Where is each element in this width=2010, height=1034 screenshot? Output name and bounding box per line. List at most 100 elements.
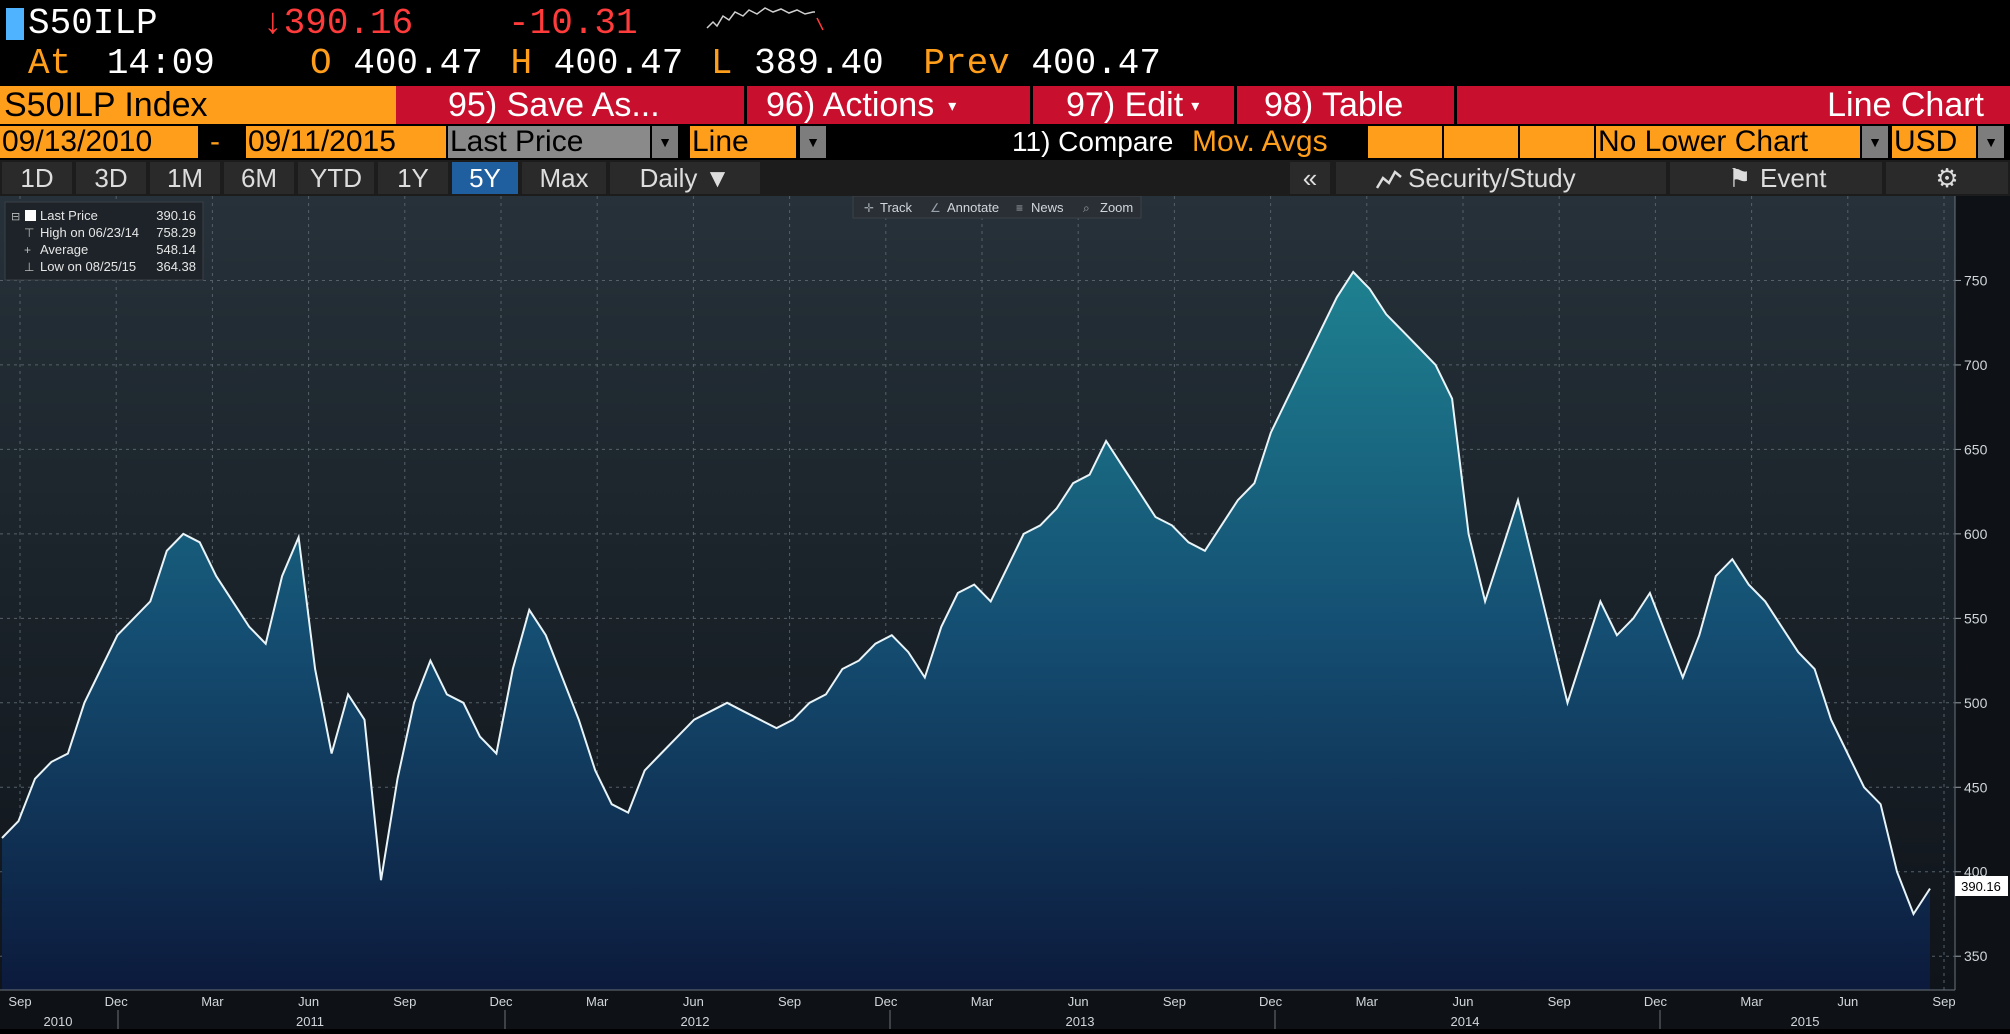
save-as-button[interactable]: 95) Save As... xyxy=(448,86,738,124)
compare-label: 11) Compare xyxy=(1012,126,1174,157)
divider xyxy=(744,86,747,124)
open-value: 400.47 xyxy=(353,43,483,84)
x-month-label: Dec xyxy=(874,994,898,1009)
quote-header: S50ILP ↓390.16 -10.31 At 14:09 O 400.47 … xyxy=(0,0,2010,86)
index-name[interactable]: S50ILP Index xyxy=(0,86,396,124)
range-max-button[interactable]: Max xyxy=(522,162,606,194)
x-month-label: Sep xyxy=(1932,994,1955,1009)
security-study-button[interactable]: Security/Study xyxy=(1336,162,1666,194)
high-marker-icon: ⊤ xyxy=(24,226,34,240)
field-select[interactable]: Last Price xyxy=(448,126,650,158)
save-as-label: 95) Save As... xyxy=(448,86,660,124)
x-month-label: Jun xyxy=(1068,994,1089,1009)
compare-button[interactable]: 11) Compare xyxy=(1012,126,1173,158)
currency-value: USD xyxy=(1894,126,1958,158)
last-value-tag: 390.16 xyxy=(1955,876,2008,896)
x-year-label: 2015 xyxy=(1791,1014,1820,1029)
mov-avg-input-2[interactable] xyxy=(1444,126,1518,158)
collapse-button[interactable]: « xyxy=(1290,162,1330,194)
legend-toggle-icon[interactable]: ⊟ xyxy=(11,211,20,223)
chart-style-select[interactable]: Line xyxy=(690,126,796,158)
x-month-label: Dec xyxy=(105,994,129,1009)
chart-settings-bar: 09/13/2010 - 09/11/2015 Last Price ▼ Lin… xyxy=(0,124,2010,160)
mov-avg-input-3[interactable] xyxy=(1520,126,1594,158)
prev-label: Prev xyxy=(923,43,1010,84)
y-tick-label: 400 xyxy=(1964,864,1988,880)
y-tick-label: 550 xyxy=(1964,610,1988,626)
chevron-down-icon: ▾ xyxy=(948,98,957,116)
frequency-select[interactable]: Daily ▼ xyxy=(610,162,760,194)
y-tick-label: 600 xyxy=(1964,526,1988,542)
chevron-down-icon[interactable]: ▼ xyxy=(652,126,678,158)
x-month-label: Dec xyxy=(1259,994,1283,1009)
x-month-label: Jun xyxy=(1453,994,1474,1009)
lower-chart-select[interactable]: No Lower Chart xyxy=(1596,126,1860,158)
event-label: Event xyxy=(1760,163,1827,193)
edit-label: 97) Edit xyxy=(1066,86,1184,124)
chart-legend: ⊟ Last Price 390.16 ⊤ High on 06/23/14 7… xyxy=(4,201,204,281)
average-marker-icon: + xyxy=(24,243,31,257)
x-month-label: Sep xyxy=(393,994,416,1009)
lower-chart-value: No Lower Chart xyxy=(1598,126,1809,158)
zoom-tool[interactable]: ⌕ Zoom xyxy=(1083,200,1133,215)
range-6m-button[interactable]: 6M xyxy=(224,162,294,194)
chevron-down-icon[interactable]: ▼ xyxy=(800,126,826,158)
table-button[interactable]: 98) Table xyxy=(1264,86,1454,124)
x-month-label: Mar xyxy=(971,994,994,1009)
x-month-label: Jun xyxy=(298,994,319,1009)
range-1y-label: 1Y xyxy=(397,163,429,193)
actions-menu[interactable]: 96) Actions ▾ xyxy=(766,86,1026,124)
table-label: 98) Table xyxy=(1264,86,1404,124)
currency-select[interactable]: USD xyxy=(1892,126,1976,158)
x-axis: Sep Dec Mar Jun Sep Dec Mar Jun Sep Dec Mar Jun Sep D… xyxy=(0,989,1956,1029)
legend-last-label: Last Price xyxy=(40,208,98,223)
quote-time: 14:09 xyxy=(106,43,215,84)
chart-settings-button[interactable]: ⚙ xyxy=(1886,162,2008,194)
y-tick-label: 350 xyxy=(1964,948,1988,964)
date-range-dash: - xyxy=(210,125,220,158)
range-1d-button[interactable]: 1D xyxy=(2,162,72,194)
actions-label: 96) Actions xyxy=(766,86,935,124)
end-date-field[interactable]: 09/11/2015 xyxy=(246,126,446,158)
crosshair-icon: ✛ xyxy=(864,201,874,215)
y-tick-label: 750 xyxy=(1964,272,1988,288)
price-chart-svg: 350 400 450 500 550 600 650 700 750 Sep Dec Mar Jun… xyxy=(0,195,2010,1029)
x-year-label: 2013 xyxy=(1066,1014,1095,1029)
range-5y-button[interactable]: 5Y xyxy=(452,162,518,194)
track-tool[interactable]: ✛ Track xyxy=(864,200,913,215)
range-ytd-label: YTD xyxy=(310,163,362,193)
range-3d-label: 3D xyxy=(94,163,128,193)
x-month-label: Dec xyxy=(489,994,513,1009)
chevron-down-icon[interactable]: ▼ xyxy=(1978,126,2004,158)
prev-value: 400.47 xyxy=(1031,43,1162,84)
legend-last-value: 390.16 xyxy=(156,208,196,223)
range-ytd-button[interactable]: YTD xyxy=(298,162,374,194)
low-label: L xyxy=(710,43,733,84)
divider xyxy=(1030,86,1033,124)
annotate-tool[interactable]: ∠ Annotate xyxy=(930,200,999,215)
x-year-label: 2012 xyxy=(681,1014,710,1029)
date-range-bar: 1D 3D 1M 6M YTD 1Y 5Y Max Daily ▼ « Secu… xyxy=(0,160,2010,196)
x-month-label: Sep xyxy=(778,994,801,1009)
mov-avg-input-1[interactable] xyxy=(1368,126,1442,158)
start-date-field[interactable]: 09/13/2010 xyxy=(0,126,198,158)
ticker-symbol: S50ILP xyxy=(28,3,158,44)
range-1d-label: 1D xyxy=(20,163,54,193)
y-tick-label: 650 xyxy=(1964,441,1988,457)
chart-tools: ✛ Track ∠ Annotate ≡ News ⌕ Zoom xyxy=(852,195,1142,219)
chevron-down-icon[interactable]: ▼ xyxy=(1862,126,1888,158)
news-tool[interactable]: ≡ News xyxy=(1016,200,1064,215)
range-1m-button[interactable]: 1M xyxy=(150,162,220,194)
divider xyxy=(1234,86,1237,124)
intraday-sparkline xyxy=(706,7,824,31)
range-3d-button[interactable]: 3D xyxy=(76,162,146,194)
price-chart[interactable]: 350 400 450 500 550 600 650 700 750 Sep Dec Mar Jun… xyxy=(0,195,2010,1029)
event-button[interactable]: ⚑ Event xyxy=(1670,162,1882,194)
edit-menu[interactable]: 97) Edit ▾ xyxy=(1066,86,1226,124)
x-month-label: Mar xyxy=(1356,994,1379,1009)
range-1m-label: 1M xyxy=(166,163,204,193)
mov-avgs-label: Mov. Avgs xyxy=(1192,125,1328,158)
x-month-label: Sep xyxy=(8,994,31,1009)
range-1y-button[interactable]: 1Y xyxy=(378,162,448,194)
chevron-down-icon: ▾ xyxy=(1191,98,1200,116)
